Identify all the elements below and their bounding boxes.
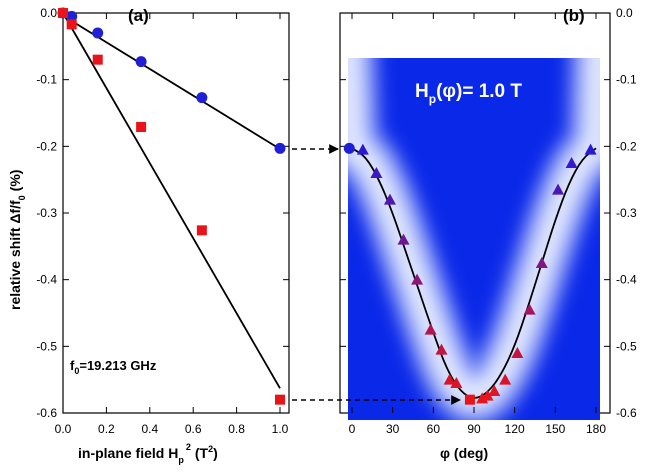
- square-marker: [66, 19, 77, 30]
- panel-a: 0.0 0.2 0.4 0.6 0.8 1.0 0.0 -0.1 -0.2 -0.3 -0.4 -0.…: [7, 6, 290, 465]
- panel-a-markers: [57, 7, 286, 405]
- square-marker: [275, 394, 285, 405]
- y-tick-label: -0.4: [616, 273, 637, 287]
- square-marker: [464, 394, 475, 405]
- panel-a-x-axis-label: in-plane field Hp2 (T2): [78, 442, 218, 465]
- panel-b-title: Hp(φ)= 1.0 T: [415, 81, 522, 106]
- circle-marker: [66, 10, 78, 22]
- y-tick-label: -0.2: [616, 139, 637, 153]
- x-tick-label: 0.8: [228, 422, 245, 436]
- triangle-marker: [383, 193, 396, 205]
- triangle-marker: [443, 373, 456, 385]
- panel-b-markers: [343, 142, 597, 405]
- triangle-marker: [499, 373, 512, 385]
- triangle-marker: [370, 167, 383, 178]
- y-tick-label: 0.0: [40, 6, 57, 20]
- triangle-marker: [584, 143, 597, 155]
- panel-b-label: (b): [563, 6, 585, 25]
- triangle-marker: [411, 273, 424, 285]
- y-tick-label: -0.3: [36, 206, 57, 220]
- circle-marker: [274, 142, 286, 154]
- x-tick-label: 150: [545, 422, 565, 436]
- triangle-marker: [481, 389, 494, 401]
- panel-b-ticks: 0 30 60 90 120 150 180 0.0 -0.1 -0.2 -0.3 -0.4 -0.5 -…: [340, 6, 637, 436]
- y-tick-label: -0.1: [616, 73, 637, 87]
- x-tick-label: 90: [467, 422, 481, 436]
- triangle-marker: [511, 347, 524, 358]
- panel-a-y-axis-label: relative shift Δf/f0(%): [7, 170, 27, 310]
- y-tick-label: -0.2: [36, 139, 57, 153]
- triangle-marker: [435, 343, 448, 355]
- triangle-marker: [523, 303, 536, 315]
- x-tick-label: 0: [349, 422, 356, 436]
- y-tick-label: -0.5: [36, 339, 57, 353]
- x-tick-label: 30: [386, 422, 400, 436]
- y-tick-label: 0.0: [616, 6, 633, 20]
- panel-b-x-axis-label: φ (deg): [440, 445, 488, 461]
- heatmap: [348, 58, 600, 420]
- square-marker: [196, 225, 207, 236]
- triangle-marker: [488, 385, 501, 396]
- x-tick-label: 0.6: [185, 422, 202, 436]
- square-marker: [58, 8, 68, 18]
- x-tick-label: 60: [427, 422, 441, 436]
- panel-a-label: (a): [128, 6, 149, 25]
- x-tick-label: 180: [586, 422, 606, 436]
- frequency-annotation: f0=19.213 GHz: [70, 358, 157, 376]
- triangle-marker: [450, 377, 463, 388]
- x-tick-label: 0.2: [98, 422, 115, 436]
- y-tick-label: -0.6: [616, 406, 637, 420]
- circle-marker: [196, 92, 208, 104]
- x-tick-label: 0.0: [55, 422, 72, 436]
- triangle-marker: [565, 157, 578, 168]
- y-tick-label: -0.1: [36, 73, 57, 87]
- circle-marker: [135, 56, 147, 68]
- panel-a-ticks: 0.0 0.2 0.4 0.6 0.8 1.0 0.0 -0.1 -0.2 -0.3 -0.4 -0.…: [36, 6, 289, 436]
- triangle-marker: [552, 183, 565, 195]
- y-tick-label: -0.6: [36, 406, 57, 420]
- square-marker: [136, 122, 147, 132]
- triangle-marker: [535, 257, 548, 268]
- circle-marker: [92, 27, 104, 39]
- circle-marker: [343, 142, 355, 154]
- x-tick-label: 120: [505, 422, 525, 436]
- square-marker: [92, 54, 103, 65]
- triangle-marker: [356, 143, 369, 155]
- y-tick-label: -0.3: [616, 206, 637, 220]
- x-tick-label: 1.0: [272, 422, 289, 436]
- x-tick-label: 0.4: [141, 422, 158, 436]
- y-tick-label: -0.5: [616, 339, 637, 353]
- y-tick-label: -0.4: [36, 273, 57, 287]
- triangle-marker: [397, 233, 410, 245]
- fit-line: [62, 12, 281, 389]
- triangle-marker: [424, 323, 437, 335]
- panel-b: 0 30 60 90 120 150 180 0.0 -0.1 -0.2 -0.3 -0.4 -0.5 -…: [339, 6, 637, 461]
